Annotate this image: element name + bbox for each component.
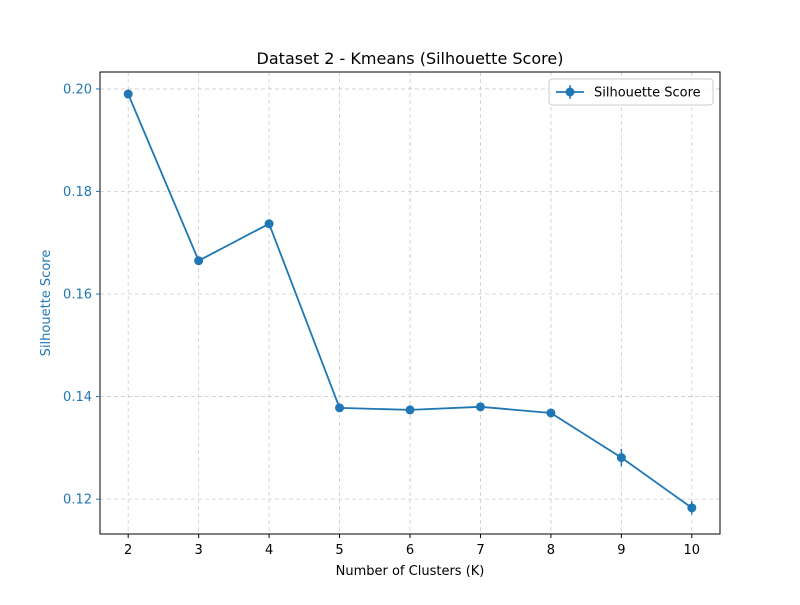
x-tick-label-2: 2 [124, 543, 132, 558]
y-tick-label-0.14: 0.14 [63, 390, 92, 405]
data-point-k10 [687, 503, 697, 513]
x-tick-label-5: 5 [335, 543, 343, 558]
data-point-k2 [123, 89, 133, 99]
y-axis-title: Silhouette Score [39, 250, 54, 357]
legend-box [548, 78, 714, 106]
data-point-k4 [264, 219, 274, 229]
y-axis-ticks: 0.12 0.14 0.16 0.18 0.20 [63, 82, 100, 508]
marker-layer [123, 89, 697, 513]
y-tick-label-0.18: 0.18 [63, 185, 92, 200]
data-point-k9 [616, 453, 626, 463]
chart-title: Dataset 2 - Kmeans (Silhouette Score) [257, 49, 564, 68]
x-tick-label-3: 3 [194, 543, 202, 558]
x-axis-ticks: 2 3 4 5 6 7 8 9 10 [124, 534, 700, 558]
data-point-k5 [335, 403, 345, 413]
legend: Silhouette Score [548, 78, 714, 106]
data-point-k7 [475, 402, 485, 412]
x-axis-title: Number of Clusters (K) [336, 564, 485, 579]
data-point-k3 [194, 256, 204, 266]
x-tick-label-8: 8 [547, 543, 555, 558]
y-tick-label-0.20: 0.20 [63, 82, 92, 97]
x-tick-label-4: 4 [265, 543, 273, 558]
y-tick-label-0.16: 0.16 [63, 288, 92, 303]
legend-label: Silhouette Score [594, 86, 701, 101]
y-tick-label-0.12: 0.12 [63, 493, 92, 508]
grid-layer [100, 72, 720, 534]
x-tick-label-6: 6 [406, 543, 414, 558]
x-tick-label-10: 10 [684, 543, 701, 558]
data-point-k8 [546, 408, 556, 418]
legend-marker [565, 87, 575, 97]
data-point-k6 [405, 405, 415, 415]
x-tick-label-7: 7 [476, 543, 484, 558]
x-tick-label-9: 9 [617, 543, 625, 558]
